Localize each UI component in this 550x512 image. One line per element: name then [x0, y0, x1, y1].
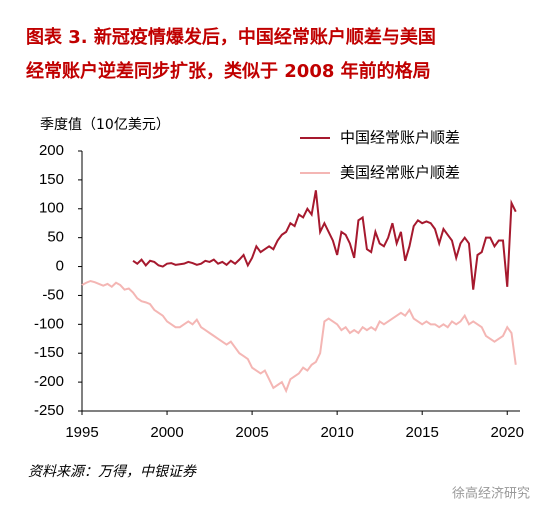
x-tick-label: 1995	[65, 424, 98, 441]
y-tick-label: 150	[39, 171, 64, 188]
source: 资料来源：万得，中银证券	[28, 464, 197, 480]
x-tick-label: 2000	[150, 424, 183, 441]
y-tick-label: 0	[56, 258, 64, 275]
series-line	[132, 190, 517, 290]
watermark: 徐高经济研究	[452, 486, 530, 502]
x-tick-label: 2015	[406, 424, 439, 441]
x-tick-label: 2005	[235, 424, 268, 441]
y-tick-label: -50	[42, 286, 64, 303]
y-tick-label: -200	[34, 373, 64, 390]
x-tick-label: 2010	[320, 424, 353, 441]
y-tick-label: 100	[39, 200, 64, 217]
series-line	[81, 279, 517, 394]
y-tick-label: -250	[34, 402, 64, 419]
y-tick-label: 50	[47, 229, 64, 246]
chart-title: 图表 3. 新冠疫情爆发后，中国经常账户顺差与美国	[26, 26, 436, 48]
chart-title: 经常账户逆差同步扩张，类似于 2008 年前的格局	[26, 60, 431, 82]
y-tick-label: -100	[34, 315, 64, 332]
x-tick-label: 2020	[491, 424, 524, 441]
y-axis-label: 季度值（10亿美元）	[40, 117, 170, 133]
legend-label: 美国经常账户顺差	[340, 164, 460, 182]
y-tick-label: -150	[34, 344, 64, 361]
legend-label: 中国经常账户顺差	[340, 129, 460, 147]
y-tick-label: 200	[39, 142, 64, 159]
